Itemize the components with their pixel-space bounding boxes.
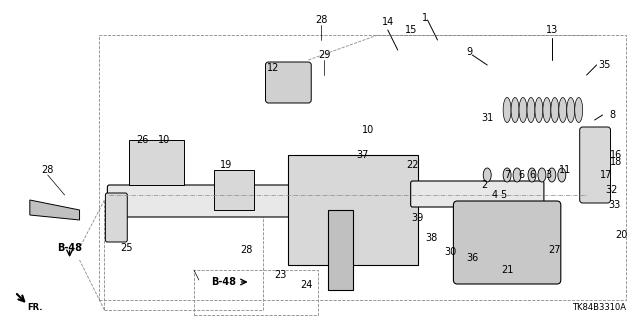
Ellipse shape [511,98,519,122]
Text: 5: 5 [500,190,506,200]
Text: 8: 8 [609,110,616,120]
Polygon shape [129,140,184,185]
Text: 28: 28 [42,165,54,175]
FancyBboxPatch shape [580,127,611,203]
Text: 7: 7 [504,170,510,180]
Ellipse shape [527,98,535,122]
Ellipse shape [503,168,511,182]
Ellipse shape [513,168,521,182]
Text: 35: 35 [598,60,611,70]
Text: 6: 6 [518,170,524,180]
Text: 32: 32 [605,185,618,195]
Ellipse shape [528,168,536,182]
Ellipse shape [519,98,527,122]
Text: 22: 22 [406,160,419,170]
Ellipse shape [538,168,546,182]
Text: 10: 10 [158,135,170,145]
Bar [99,35,627,300]
Text: 30: 30 [444,247,456,257]
Text: B-48: B-48 [211,277,236,287]
FancyBboxPatch shape [266,62,311,103]
Text: 23: 23 [274,270,287,280]
Text: 38: 38 [426,233,438,243]
Text: 9: 9 [467,47,472,57]
Text: 25: 25 [120,243,132,253]
Text: 1: 1 [422,13,428,23]
Text: 2: 2 [481,180,488,190]
Polygon shape [289,155,418,265]
Text: 27: 27 [548,245,561,255]
Ellipse shape [559,98,567,122]
Text: 3: 3 [545,170,551,180]
Text: B-48: B-48 [57,243,82,253]
Ellipse shape [535,98,543,122]
FancyBboxPatch shape [106,193,127,242]
Text: 28: 28 [241,245,253,255]
Text: 16: 16 [611,150,623,160]
Text: TK84B3310A: TK84B3310A [572,303,626,313]
Bar [104,200,264,310]
Ellipse shape [503,98,511,122]
Ellipse shape [483,168,492,182]
Text: 17: 17 [600,170,612,180]
Text: 33: 33 [609,200,621,210]
Text: 28: 28 [315,15,327,25]
Text: 19: 19 [220,160,232,170]
Text: 10: 10 [362,125,374,135]
Bar [328,210,353,290]
Ellipse shape [567,98,575,122]
Ellipse shape [575,98,582,122]
Text: 31: 31 [481,113,493,123]
Polygon shape [214,170,253,210]
FancyBboxPatch shape [108,185,291,217]
Text: 39: 39 [412,213,424,223]
Text: 37: 37 [356,150,369,160]
Text: 29: 29 [318,50,330,60]
Ellipse shape [558,168,566,182]
Text: 6: 6 [529,170,535,180]
FancyBboxPatch shape [453,201,561,284]
Polygon shape [30,200,79,220]
Text: 15: 15 [404,25,417,35]
Ellipse shape [548,168,556,182]
Text: 18: 18 [611,157,623,167]
Text: 14: 14 [381,17,394,27]
Bar [194,270,318,315]
Text: 11: 11 [559,165,571,175]
Text: 36: 36 [466,253,479,263]
Text: 26: 26 [136,135,148,145]
Text: FR.: FR. [27,303,42,313]
FancyBboxPatch shape [411,181,544,207]
Text: 20: 20 [615,230,628,240]
Text: 13: 13 [546,25,558,35]
Text: 24: 24 [300,280,312,290]
Text: 4: 4 [491,190,497,200]
Text: 12: 12 [268,63,280,73]
Text: 21: 21 [501,265,513,275]
Ellipse shape [551,98,559,122]
Ellipse shape [543,98,551,122]
